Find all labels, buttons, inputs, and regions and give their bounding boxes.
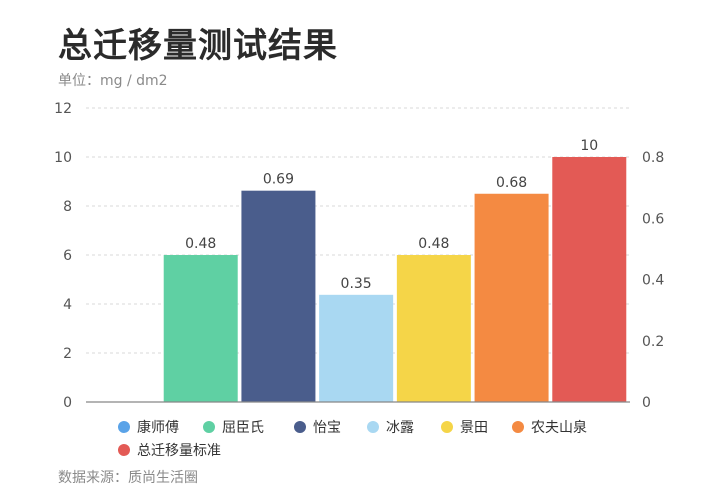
legend-marker (441, 421, 453, 433)
data-label: 0.35 (341, 276, 372, 292)
bar-冰露 (319, 294, 394, 402)
y-left-tick-label: 10 (54, 150, 72, 166)
y-left-tick-label: 6 (63, 248, 72, 264)
y-right-tick-label: 0.8 (642, 150, 664, 166)
legend-label: 景田 (460, 420, 488, 436)
data-label: 0.69 (263, 172, 294, 188)
bar-屈臣氏 (163, 255, 238, 402)
y-right-tick-label: 0.2 (642, 334, 664, 350)
y-left-tick-label: 4 (63, 297, 72, 313)
legend-marker (203, 421, 215, 433)
y-left-tick-label: 8 (63, 199, 72, 215)
y-left-tick-label: 12 (54, 101, 72, 117)
data-source: 数据来源：质尚生活圈 (58, 470, 198, 486)
y-right-tick-label: 0.6 (642, 211, 664, 227)
legend-label: 屈臣氏 (222, 420, 264, 436)
y-left-tick-label: 0 (63, 395, 72, 411)
legend-marker (118, 421, 130, 433)
y-right-tick-label: 0.4 (642, 273, 664, 289)
legend-label: 农夫山泉 (531, 419, 587, 436)
legend-label: 康师傅 (137, 419, 179, 436)
legend-marker (118, 444, 130, 456)
y-left-tick-label: 2 (63, 346, 72, 362)
data-label: 0.48 (185, 236, 216, 252)
data-label: 0.48 (418, 236, 449, 252)
bar-农夫山泉 (474, 193, 549, 402)
legend-label: 冰露 (386, 420, 414, 436)
legend-marker (294, 421, 306, 433)
legend-marker (367, 421, 379, 433)
legend-label: 怡宝 (313, 420, 341, 436)
chart-title: 总迁移量测试结果 (58, 26, 338, 66)
bar-景田 (396, 255, 471, 402)
legend-marker (512, 421, 524, 433)
legend-label: 总迁移量标准 (137, 443, 221, 459)
data-label: 0.68 (496, 175, 527, 191)
data-label: 10 (580, 138, 598, 154)
bar-怡宝 (241, 190, 316, 402)
y-right-tick-label: 0 (642, 395, 651, 411)
bar-总迁移量标准 (552, 157, 627, 402)
unit-label: 单位：mg / dm2 (58, 73, 168, 89)
